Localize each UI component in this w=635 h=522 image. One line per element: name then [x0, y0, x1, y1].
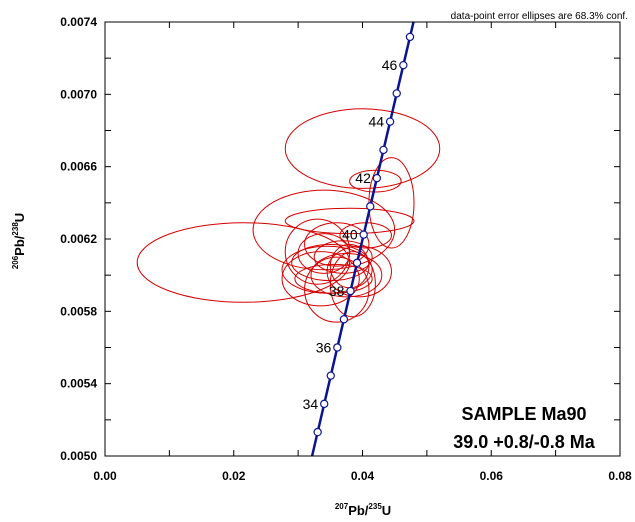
concordia-age-label: 46 [382, 57, 398, 73]
tick-labels: 0.00 0.02 0.04 0.06 0.08 0.0050 0.0054 0.0058 0.… [60, 15, 632, 483]
concordia-age-marker [359, 230, 368, 239]
x-tick-label: 0.04 [351, 469, 375, 483]
concordia-age-marker [385, 117, 395, 126]
error-ellipse [294, 263, 373, 294]
error-ellipse [284, 207, 415, 235]
concordia-age-marker [372, 173, 382, 183]
concordia-age-marker [366, 202, 375, 211]
y-tick-label: 0.0074 [60, 15, 97, 29]
error-ellipse [304, 222, 370, 267]
y-tick-label: 0.0062 [60, 232, 97, 246]
error-ellipse-note: data-point error ellipses are 68.3% conf… [451, 11, 628, 22]
concordia-line [310, 22, 415, 456]
concordia-age-marker [399, 60, 408, 70]
concordia-age-marker [405, 32, 415, 42]
error-ellipse [313, 240, 373, 274]
x-tick-label: 0.08 [608, 469, 632, 483]
concordia-age-marker [320, 399, 329, 409]
y-tick-label: 0.0066 [60, 160, 97, 174]
concordia-age-label: 42 [355, 170, 371, 186]
concordia-age-label: 38 [329, 283, 345, 299]
concordia-age-marker [352, 258, 362, 268]
axis-ticks [104, 21, 621, 457]
y-tick-label: 0.0054 [60, 377, 97, 391]
concordia-age-marker [392, 89, 401, 98]
concordia-age-marker [339, 315, 349, 324]
concordia-age-label: 44 [369, 114, 385, 130]
concordia-age-labels: 34 36 38 40 42 44 46 [303, 57, 398, 412]
concordia-age-marker [333, 343, 342, 352]
y-tick-label: 0.0050 [60, 449, 97, 463]
x-tick-label: 0.00 [93, 469, 117, 483]
concordia-age-marker [326, 371, 335, 380]
y-tick-label: 0.0058 [60, 304, 97, 318]
error-ellipse [304, 256, 370, 323]
plot-frame [104, 21, 621, 457]
y-tick-label: 0.0070 [60, 87, 97, 101]
y-axis-title: 206Pb/238U [11, 213, 27, 269]
x-tick-label: 0.02 [222, 469, 246, 483]
concordia-age-marker [313, 427, 322, 437]
sample-age: 39.0 +0.8/-0.8 Ma [453, 432, 596, 452]
error-ellipse [349, 169, 402, 193]
concordia-curve [310, 22, 415, 456]
error-ellipse [326, 245, 392, 298]
x-tick-label: 0.06 [480, 469, 504, 483]
concordia-age-label: 36 [316, 339, 332, 355]
concordia-age-label: 40 [342, 227, 358, 243]
concordia-age-label: 34 [303, 396, 319, 412]
sample-name: SAMPLE Ma90 [461, 404, 586, 424]
error-ellipse [329, 251, 376, 318]
concordia-age-marker [346, 286, 355, 296]
error-ellipse [284, 108, 441, 189]
error-ellipse [136, 222, 351, 303]
error-ellipses [136, 108, 441, 323]
concordia-age-marker [379, 145, 388, 155]
x-axis-title: 207Pb/235U [335, 502, 391, 518]
error-ellipse [297, 233, 351, 274]
error-ellipse [281, 251, 360, 307]
